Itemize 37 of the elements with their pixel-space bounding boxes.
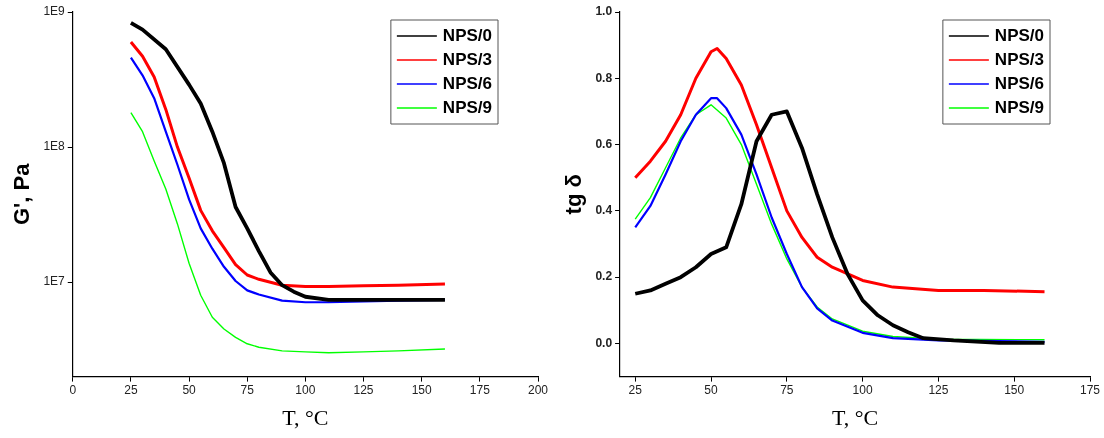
x-axis-title: T, °C bbox=[282, 404, 329, 430]
x-tick-label: 0 bbox=[69, 382, 77, 397]
y-tick-label: 1.0 bbox=[595, 4, 613, 19]
legend-label: NPS/0 bbox=[442, 25, 493, 45]
legend-label: NPS/9 bbox=[994, 97, 1045, 117]
x-tick-label: 50 bbox=[182, 382, 197, 397]
y-tick-label: 0.8 bbox=[595, 70, 613, 85]
x-tick-label: 75 bbox=[780, 382, 794, 397]
x-tick-label: 25 bbox=[124, 382, 138, 397]
y-tick-label: 1E8 bbox=[43, 139, 66, 154]
legend-label: NPS/0 bbox=[994, 25, 1045, 45]
x-tick-label: 100 bbox=[295, 382, 316, 397]
x-tick-label: 25 bbox=[628, 382, 643, 397]
x-tick-label: 150 bbox=[411, 382, 433, 397]
y-tick-label: 0.2 bbox=[595, 269, 613, 284]
x-tick-label: 150 bbox=[1004, 382, 1025, 397]
legend-label: NPS/3 bbox=[994, 49, 1045, 69]
y-tick-label: 0.6 bbox=[595, 136, 613, 151]
x-tick-label: 125 bbox=[928, 382, 949, 397]
legend-label: NPS/3 bbox=[442, 49, 493, 69]
x-tick-label: 50 bbox=[704, 382, 719, 397]
legend-label: NPS/6 bbox=[994, 73, 1045, 93]
x-axis-title: T, °C bbox=[831, 404, 879, 430]
y-axis-title: tg δ bbox=[561, 174, 587, 215]
legend-label: NPS/6 bbox=[442, 73, 493, 93]
x-tick-label: 125 bbox=[353, 382, 374, 397]
x-tick-label: 100 bbox=[852, 382, 873, 397]
x-tick-label: 75 bbox=[240, 382, 255, 397]
x-tick-label: 175 bbox=[1079, 382, 1101, 397]
x-tick-label: 175 bbox=[469, 382, 491, 397]
y-tick-label: 1E7 bbox=[43, 274, 66, 289]
y-tick-label: 0.4 bbox=[595, 203, 613, 218]
y-tick-label: 1E9 bbox=[43, 4, 66, 19]
y-axis-title: G', Pa bbox=[9, 162, 35, 226]
x-tick-label: 200 bbox=[527, 382, 549, 397]
legend-label: NPS/9 bbox=[442, 97, 493, 117]
y-tick-label: 0.0 bbox=[595, 335, 613, 350]
